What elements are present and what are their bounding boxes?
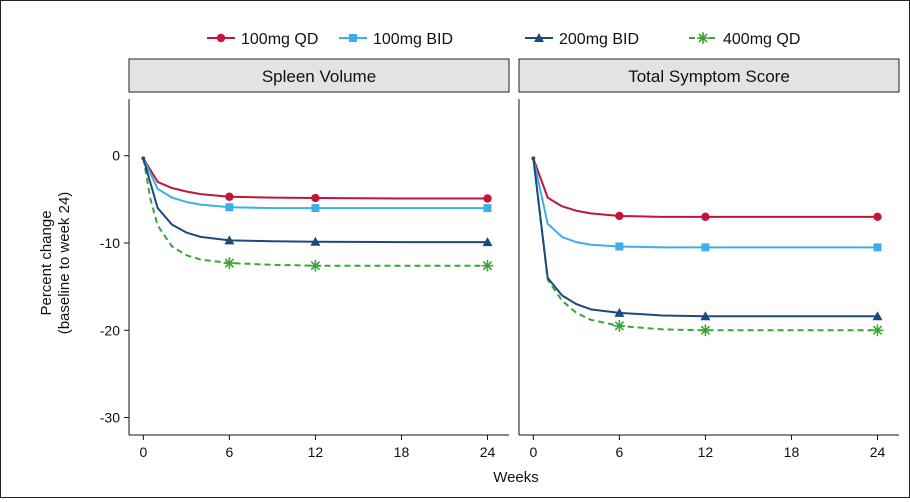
legend-entry-100mg-qd: 100mg QD <box>207 31 318 48</box>
data-point <box>700 311 711 321</box>
legend-entry-100mg-bid: 100mg BID <box>339 31 453 48</box>
data-point <box>614 307 625 317</box>
data-point <box>224 235 235 245</box>
data-point <box>223 257 236 270</box>
legend-label: 100mg QD <box>241 31 318 48</box>
legend-marker <box>349 34 357 42</box>
data-point <box>615 242 624 251</box>
data-point <box>871 324 884 337</box>
legend-label: 400mg QD <box>723 31 800 48</box>
series-start-point <box>141 156 146 161</box>
data-point <box>701 212 710 222</box>
panel-strip <box>518 58 900 93</box>
x-tick-label: 24 <box>480 444 496 460</box>
x-tick-label: 18 <box>784 444 800 460</box>
data-point <box>872 311 883 321</box>
data-point <box>225 203 234 212</box>
y-axis-title-line1: Percent change <box>38 210 55 315</box>
x-tick-label: 12 <box>308 444 324 460</box>
data-point <box>483 194 492 203</box>
series-100mg-qd <box>531 156 882 222</box>
panel-spleen-volume: Spleen Volume 0 -10 -20 -30 0 6 12 18 24 <box>100 58 510 460</box>
series-line <box>532 158 878 332</box>
x-tick-label: 18 <box>394 444 410 460</box>
x-tick-label: 0 <box>529 444 537 460</box>
legend: 100mg QD 100mg BID 200mg BID 400mg QD <box>207 31 800 48</box>
data-point <box>615 211 624 221</box>
y-tick-label: -20 <box>100 322 120 338</box>
legend-label: 200mg BID <box>559 31 639 48</box>
data-point <box>701 243 710 252</box>
data-point <box>613 319 626 332</box>
data-point <box>483 204 492 213</box>
x-tick-label: 24 <box>870 444 886 460</box>
series-line <box>532 158 878 318</box>
legend-entry-200mg-bid: 200mg BID <box>525 31 639 48</box>
y-axis-title-line2: (baseline to week 24) <box>56 192 73 335</box>
data-point <box>310 236 321 246</box>
y-tick-label: 0 <box>112 148 120 164</box>
x-tick-label: 12 <box>698 444 714 460</box>
x-tick-label: 6 <box>615 444 623 460</box>
data-point <box>699 324 712 337</box>
data-point <box>482 237 493 247</box>
series-400mg-qd <box>141 156 494 272</box>
data-point <box>873 243 882 252</box>
x-tick-label: 0 <box>139 444 147 460</box>
y-tick-label: -10 <box>100 235 120 251</box>
series-100mg-qd <box>141 156 492 203</box>
series-line <box>142 158 488 244</box>
series-400mg-qd <box>531 156 884 337</box>
series-line <box>532 158 878 249</box>
series-start-point <box>531 156 536 161</box>
series-200mg-bid <box>531 156 883 321</box>
data-point <box>225 192 234 201</box>
panel-title: Total Symptom Score <box>628 67 790 86</box>
data-point <box>311 204 320 213</box>
series-200mg-bid <box>141 156 493 247</box>
series-100mg-bid <box>141 156 492 213</box>
series-line <box>142 157 488 210</box>
x-axis-title: Weeks <box>493 469 539 486</box>
series-line <box>142 157 488 200</box>
legend-label: 100mg BID <box>373 31 453 48</box>
legend-marker <box>216 33 226 43</box>
data-point <box>311 193 320 203</box>
panel-total-symptom-score: Total Symptom Score 0 6 12 18 24 <box>518 58 900 460</box>
series-line <box>532 158 878 218</box>
data-point <box>481 259 494 272</box>
x-tick-label: 6 <box>225 444 233 460</box>
legend-entry-400mg-qd: 400mg QD <box>689 31 800 48</box>
legend-marker <box>696 31 710 45</box>
legend-marker <box>534 33 544 42</box>
series-100mg-bid <box>531 156 882 252</box>
y-tick-label: -30 <box>100 410 120 426</box>
panel-strip <box>128 58 510 93</box>
data-point <box>309 259 322 272</box>
panel-title: Spleen Volume <box>262 67 376 86</box>
data-point <box>873 212 882 222</box>
series-line <box>142 158 488 267</box>
